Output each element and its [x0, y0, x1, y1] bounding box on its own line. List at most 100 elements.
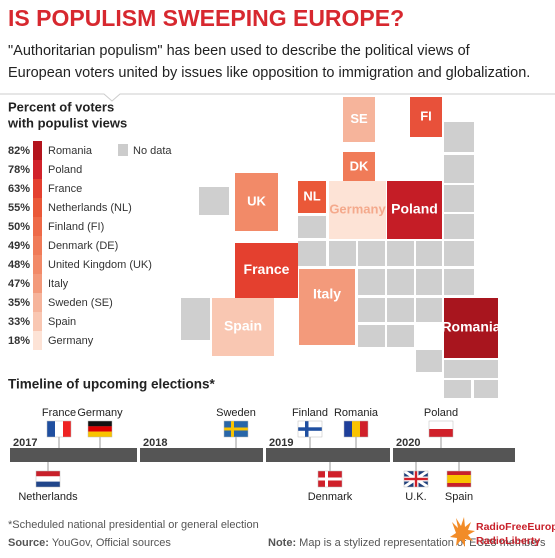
no-data-tile: [387, 269, 414, 295]
country-tile: [387, 181, 442, 239]
country-label: Italy: [313, 286, 341, 302]
flag-part: [352, 421, 360, 437]
event-label: Sweden: [216, 407, 256, 419]
flag-border: [87, 420, 113, 438]
legend-value: 47%: [8, 278, 30, 290]
country-tile: [444, 298, 498, 358]
legend-value: 48%: [8, 259, 30, 271]
legend-title: with populist views: [7, 115, 127, 130]
no-data-tile: [298, 241, 326, 266]
flag-border: [403, 470, 429, 488]
no-data-tile: [416, 241, 442, 266]
legend-value: 18%: [8, 335, 30, 347]
legend-swatch: [33, 274, 42, 293]
timeline-segment: [393, 448, 515, 462]
subtitle-line: "Authoritarian populism" has been used t…: [8, 43, 471, 59]
no-data-tile: [474, 380, 498, 398]
flag-part: [404, 477, 428, 481]
flag-part: [447, 471, 471, 475]
legend-swatch: [33, 198, 42, 217]
no-data-tile: [181, 298, 210, 340]
country-label: SE: [350, 111, 368, 126]
legend-swatch: [33, 217, 42, 236]
legend-value: 49%: [8, 240, 30, 252]
no-data-label: No data: [133, 145, 172, 157]
legend-label: United Kingdom (UK): [48, 259, 152, 271]
legend-value: 78%: [8, 164, 30, 176]
no-data-tile: [358, 241, 385, 266]
logo-icon: [450, 517, 475, 547]
timeline-segment: [140, 448, 263, 462]
country-tile: [299, 269, 355, 345]
country-tile: [329, 181, 386, 239]
note-label: Note:: [268, 537, 296, 549]
flag: [46, 420, 72, 438]
no-data-tile: [444, 380, 471, 398]
year-label: 2018: [143, 437, 167, 449]
no-data-tile: [358, 325, 385, 347]
flag-border: [297, 420, 323, 438]
flag-part: [360, 421, 368, 437]
flag: [428, 420, 454, 438]
note: Note: Map is a stylized representation o…: [268, 537, 546, 549]
footnote: *Scheduled national presidential or gene…: [8, 519, 259, 531]
legend-swatch: [33, 179, 42, 198]
country-tile: [298, 181, 326, 213]
country-tile: [343, 97, 375, 142]
legend-value: 33%: [8, 316, 30, 328]
event-label: Finland: [292, 407, 328, 419]
flag-part: [224, 427, 248, 431]
flag-border: [317, 470, 343, 488]
legend-value: 55%: [8, 202, 30, 214]
timeline-segment: [10, 448, 137, 462]
flag-part: [298, 427, 322, 431]
flag-part: [47, 421, 55, 437]
legend-swatch: [33, 312, 42, 331]
country-tile: [235, 243, 298, 298]
legend-swatch: [33, 293, 42, 312]
year-label: 2017: [13, 437, 37, 449]
no-data-tile: [387, 298, 414, 322]
legend-swatch: [33, 141, 42, 160]
flag-border: [428, 420, 454, 438]
legend-label: Germany: [48, 335, 94, 347]
legend-label: Poland: [48, 164, 82, 176]
subtitle-line: European voters united by issues like op…: [8, 65, 530, 81]
flag: [317, 470, 343, 488]
flag: [446, 470, 472, 488]
title: IS POPULISM SWEEPING EUROPE?: [8, 5, 404, 31]
legend-label: Italy: [48, 278, 69, 290]
flag: [343, 420, 369, 438]
timeline-segment: [266, 448, 390, 462]
legend-swatch: [33, 255, 42, 274]
flag-part: [447, 475, 471, 483]
flag-border: [446, 470, 472, 488]
flag-part: [447, 483, 471, 487]
country-tile: [212, 298, 274, 356]
country-tile: [343, 152, 375, 182]
timeline-title: Timeline of upcoming elections*: [8, 377, 216, 392]
legend-label: Romania: [48, 145, 93, 157]
source-text: YouGov, Official sources: [52, 537, 172, 549]
flag: [297, 420, 323, 438]
legend-value: 82%: [8, 145, 30, 157]
flag-border: [46, 420, 72, 438]
country-label: NL: [303, 188, 320, 203]
flag-part: [55, 421, 63, 437]
country-label: France: [244, 261, 290, 277]
legend-value: 35%: [8, 297, 30, 309]
flag-part: [36, 476, 60, 482]
country-label: DK: [350, 158, 369, 173]
logo-text: RadioFreeEurope: [476, 521, 555, 533]
flag-part: [36, 481, 60, 487]
flag-part: [344, 421, 352, 437]
flag-border: [223, 420, 249, 438]
legend-label: Sweden (SE): [48, 297, 113, 309]
no-data-tile: [358, 269, 385, 295]
legend-label: France: [48, 183, 82, 195]
flag: [223, 420, 249, 438]
year-label: 2019: [269, 437, 293, 449]
source-label: Source:: [8, 537, 49, 549]
legend-swatch: [33, 236, 42, 255]
country-label: Spain: [224, 318, 262, 334]
